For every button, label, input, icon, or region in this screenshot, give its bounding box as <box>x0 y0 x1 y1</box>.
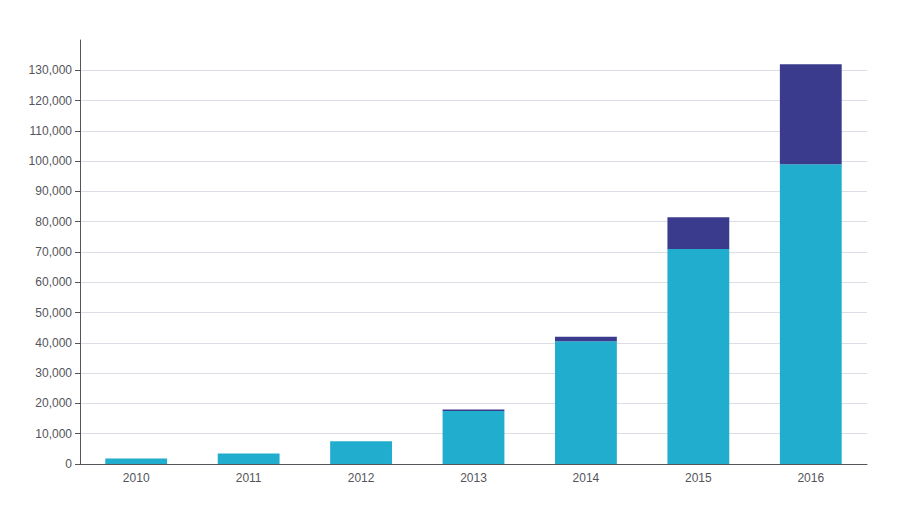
svg-text:40,000: 40,000 <box>35 336 72 350</box>
svg-text:120,000: 120,000 <box>29 94 73 108</box>
svg-text:130,000: 130,000 <box>29 63 73 77</box>
svg-text:20,000: 20,000 <box>35 396 72 410</box>
svg-text:2012: 2012 <box>348 471 375 485</box>
svg-text:100,000: 100,000 <box>29 154 73 168</box>
svg-text:90,000: 90,000 <box>35 184 72 198</box>
svg-text:30,000: 30,000 <box>35 366 72 380</box>
svg-text:2013: 2013 <box>460 471 487 485</box>
svg-text:60,000: 60,000 <box>35 275 72 289</box>
svg-text:80,000: 80,000 <box>35 215 72 229</box>
svg-text:2010: 2010 <box>123 471 150 485</box>
svg-text:0: 0 <box>65 457 72 471</box>
svg-text:2015: 2015 <box>685 471 712 485</box>
svg-text:70,000: 70,000 <box>35 245 72 259</box>
svg-text:10,000: 10,000 <box>35 427 72 441</box>
svg-text:110,000: 110,000 <box>30 124 73 138</box>
svg-text:2016: 2016 <box>797 471 824 485</box>
svg-text:50,000: 50,000 <box>35 306 72 320</box>
svg-text:2011: 2011 <box>236 471 262 485</box>
svg-text:2014: 2014 <box>573 471 600 485</box>
